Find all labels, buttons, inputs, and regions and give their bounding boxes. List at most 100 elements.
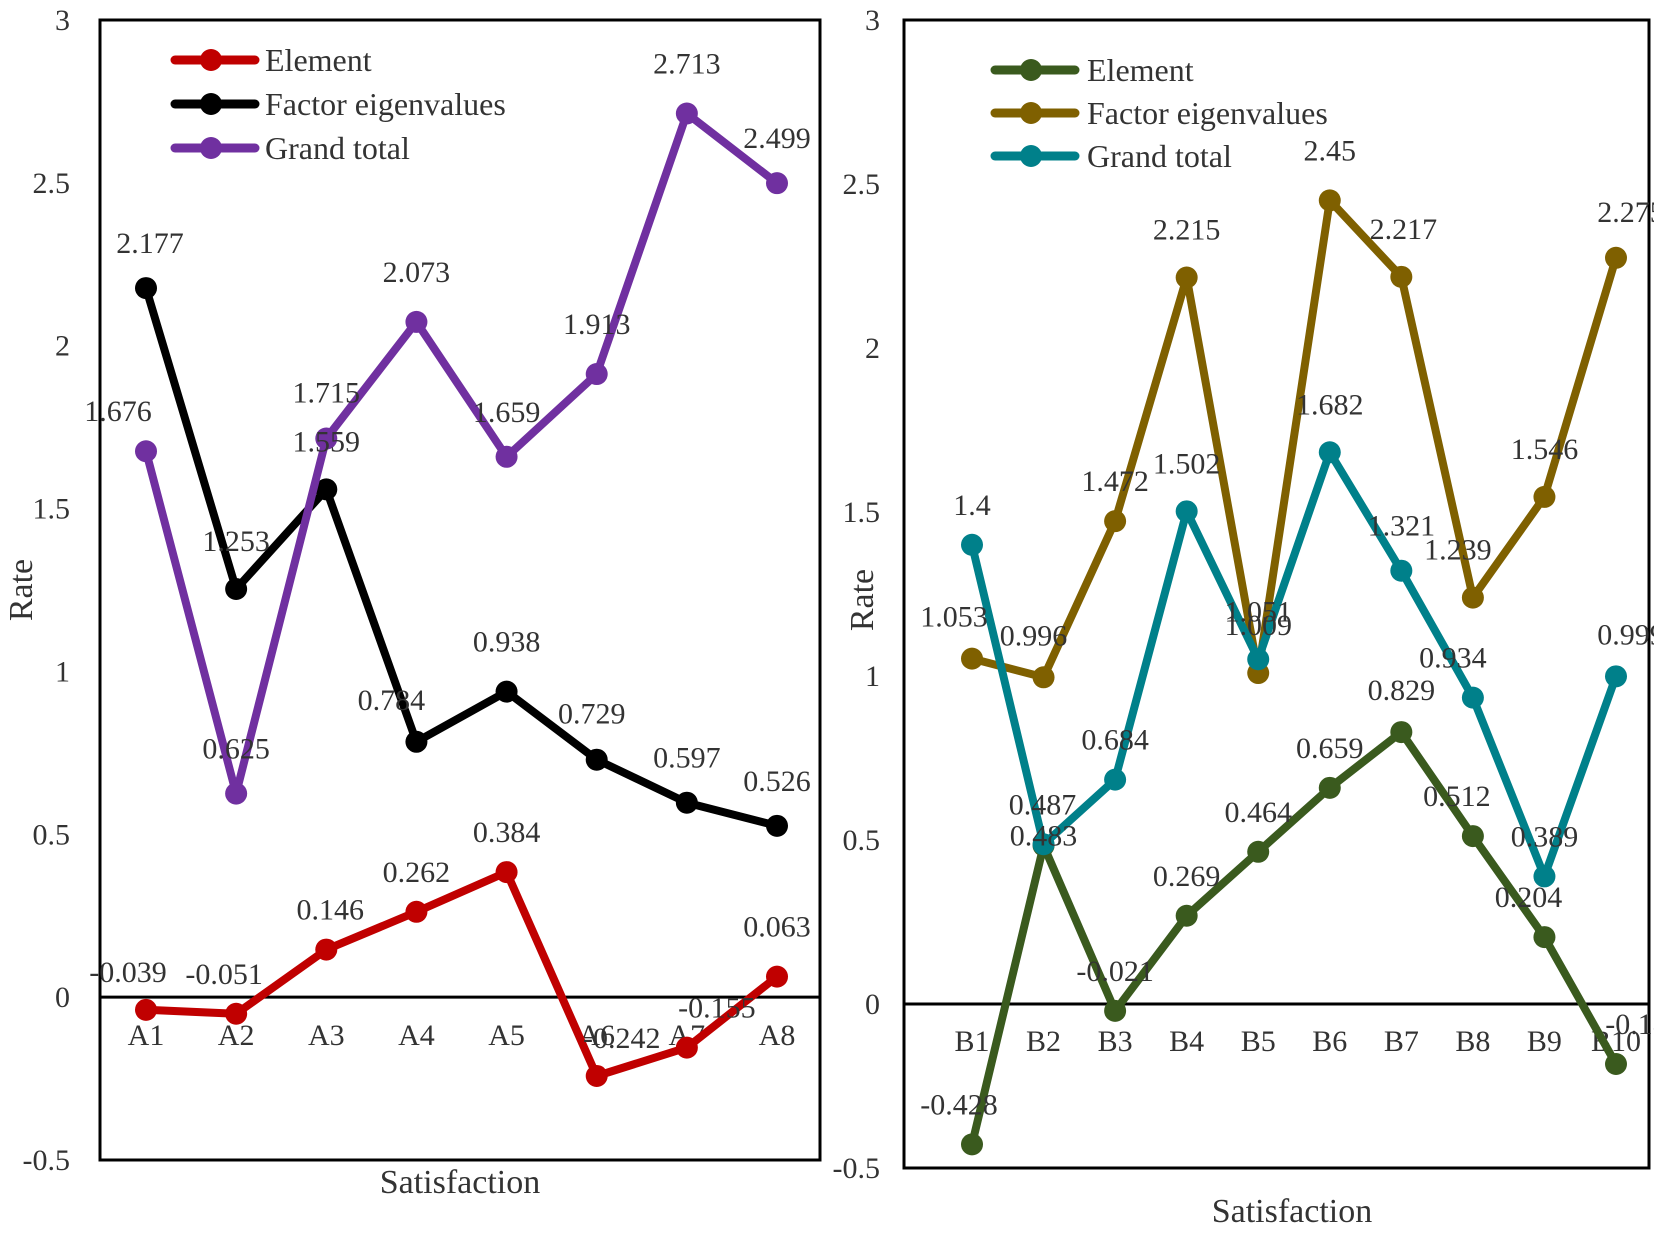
data-label-b-1: 2.275 — [1597, 196, 1654, 229]
data-label-b-2: 1.051 — [1224, 595, 1292, 628]
data-label-b-0: 0.483 — [1010, 820, 1078, 853]
data-point-b-2 — [1390, 559, 1413, 582]
data-point-a-0 — [135, 998, 157, 1021]
data-point-b-1 — [1390, 265, 1413, 288]
data-label-b-0: 0.829 — [1368, 674, 1436, 707]
legend-marker-b — [1020, 59, 1042, 81]
y-tick-label-a: 1 — [55, 655, 70, 688]
data-point-b-0 — [1247, 840, 1270, 863]
data-point-a-1 — [495, 680, 518, 703]
y-tick-label-a: 2 — [55, 330, 70, 363]
y-tick-label-a: 1.5 — [33, 493, 71, 526]
data-point-b-2 — [1533, 865, 1556, 888]
y-axis-title-a: Rate — [3, 559, 40, 621]
y-tick-label-b: -0.5 — [833, 1152, 881, 1185]
data-label-b-1: 0.996 — [1000, 619, 1068, 652]
data-label-a-2: 1.659 — [473, 396, 541, 429]
x-category-label-a: A3 — [308, 1019, 345, 1052]
legend-label-b: Factor eigenvalues — [1087, 95, 1328, 131]
data-label-b-1: 2.45 — [1304, 134, 1357, 167]
y-tick-label-b: 3 — [865, 4, 880, 37]
legend-label-a: Grand total — [265, 130, 410, 166]
x-category-label-b: B6 — [1312, 1025, 1347, 1058]
legend-marker-a — [200, 93, 222, 115]
y-tick-label-a: 0.5 — [33, 818, 71, 851]
legend-marker-b — [1020, 102, 1042, 124]
y-tick-label-a: 0 — [55, 981, 70, 1014]
series-line-a-0 — [142, 868, 781, 1080]
data-label-a-0: 0.384 — [473, 816, 541, 849]
data-point-b-2 — [961, 533, 983, 556]
data-point-b-0 — [1175, 904, 1198, 927]
data-label-b-1: 1.472 — [1081, 465, 1149, 498]
data-point-a-0 — [675, 1036, 698, 1059]
data-point-a-1 — [766, 814, 788, 837]
data-label-b-0: -0.428 — [920, 1088, 998, 1121]
data-label-a-1: 0.729 — [558, 698, 626, 731]
x-category-label-b: B1 — [954, 1025, 989, 1058]
x-category-label-b: B7 — [1384, 1025, 1419, 1058]
data-label-a-2: 0.625 — [202, 733, 270, 766]
data-point-b-1 — [1104, 510, 1127, 533]
x-category-label-a: A4 — [398, 1019, 435, 1052]
data-point-a-0 — [405, 900, 428, 923]
y-tick-label-a: -0.5 — [23, 1144, 71, 1177]
y-tick-label-b: 1.5 — [843, 496, 881, 529]
data-point-b-1 — [1032, 666, 1055, 689]
data-label-b-2: 0.934 — [1419, 642, 1487, 675]
data-point-b-2 — [1032, 833, 1055, 856]
data-label-a-1: 0.526 — [743, 765, 811, 798]
data-point-a-0 — [225, 1002, 248, 1025]
data-point-a-2 — [585, 363, 608, 386]
data-label-b-0: -0.183 — [1605, 1008, 1654, 1041]
x-axis-title-b: Satisfaction — [1212, 1193, 1373, 1230]
data-label-a-0: -0.051 — [185, 958, 263, 991]
data-label-a-1: 0.938 — [473, 626, 541, 659]
data-point-b-0 — [1318, 776, 1341, 799]
x-category-label-b: B5 — [1241, 1025, 1276, 1058]
x-category-label-a: A1 — [128, 1019, 165, 1052]
data-label-b-0: -0.021 — [1076, 955, 1154, 988]
data-point-a-2 — [225, 782, 248, 805]
data-point-b-1 — [961, 647, 983, 670]
data-point-b-1 — [1533, 485, 1556, 508]
data-point-b-2 — [1318, 441, 1341, 464]
data-point-a-2 — [135, 440, 157, 463]
data-point-a-1 — [135, 277, 157, 300]
data-label-b-2: 1.502 — [1153, 447, 1221, 480]
data-point-a-2 — [675, 102, 698, 125]
data-point-a-1 — [315, 478, 338, 501]
data-label-a-2: 1.676 — [84, 395, 152, 428]
y-tick-label-b: 0.5 — [843, 824, 881, 857]
data-point-a-0 — [766, 965, 788, 988]
data-label-a-2: 1.715 — [293, 377, 361, 410]
data-label-b-2: 0.487 — [1009, 788, 1077, 821]
data-point-b-2 — [1175, 500, 1198, 523]
x-category-label-b: B2 — [1026, 1025, 1061, 1058]
x-category-label-b: B4 — [1169, 1025, 1204, 1058]
x-category-label-b: B8 — [1455, 1025, 1490, 1058]
data-label-b-0: 0.269 — [1153, 860, 1221, 893]
data-point-a-2 — [495, 445, 518, 468]
x-axis-title-a: Satisfaction — [380, 1164, 541, 1201]
data-label-b-2: 0.999 — [1597, 618, 1654, 651]
data-label-b-2: 1.682 — [1296, 388, 1364, 421]
data-label-b-1: 1.009 — [1224, 609, 1292, 642]
data-label-b-1: 1.053 — [920, 601, 988, 634]
data-label-b-0: 0.512 — [1423, 780, 1491, 813]
data-label-a-0: 0.063 — [743, 911, 811, 944]
data-label-b-2: 1.321 — [1368, 510, 1436, 543]
data-label-b-0: 0.659 — [1296, 732, 1364, 765]
data-label-a-1: 0.784 — [358, 684, 426, 717]
data-point-b-1 — [1461, 586, 1484, 609]
data-label-b-1: 1.239 — [1424, 534, 1492, 567]
data-point-b-1 — [1175, 266, 1198, 289]
data-label-a-0: -0.155 — [678, 992, 756, 1025]
plot-frame-a — [98, 18, 822, 1162]
series-line-b-2 — [968, 448, 1620, 881]
legend-marker-a — [200, 137, 222, 159]
data-point-a-0 — [315, 938, 338, 961]
data-point-b-0 — [1533, 926, 1556, 949]
y-tick-label-b: 2.5 — [843, 168, 881, 201]
